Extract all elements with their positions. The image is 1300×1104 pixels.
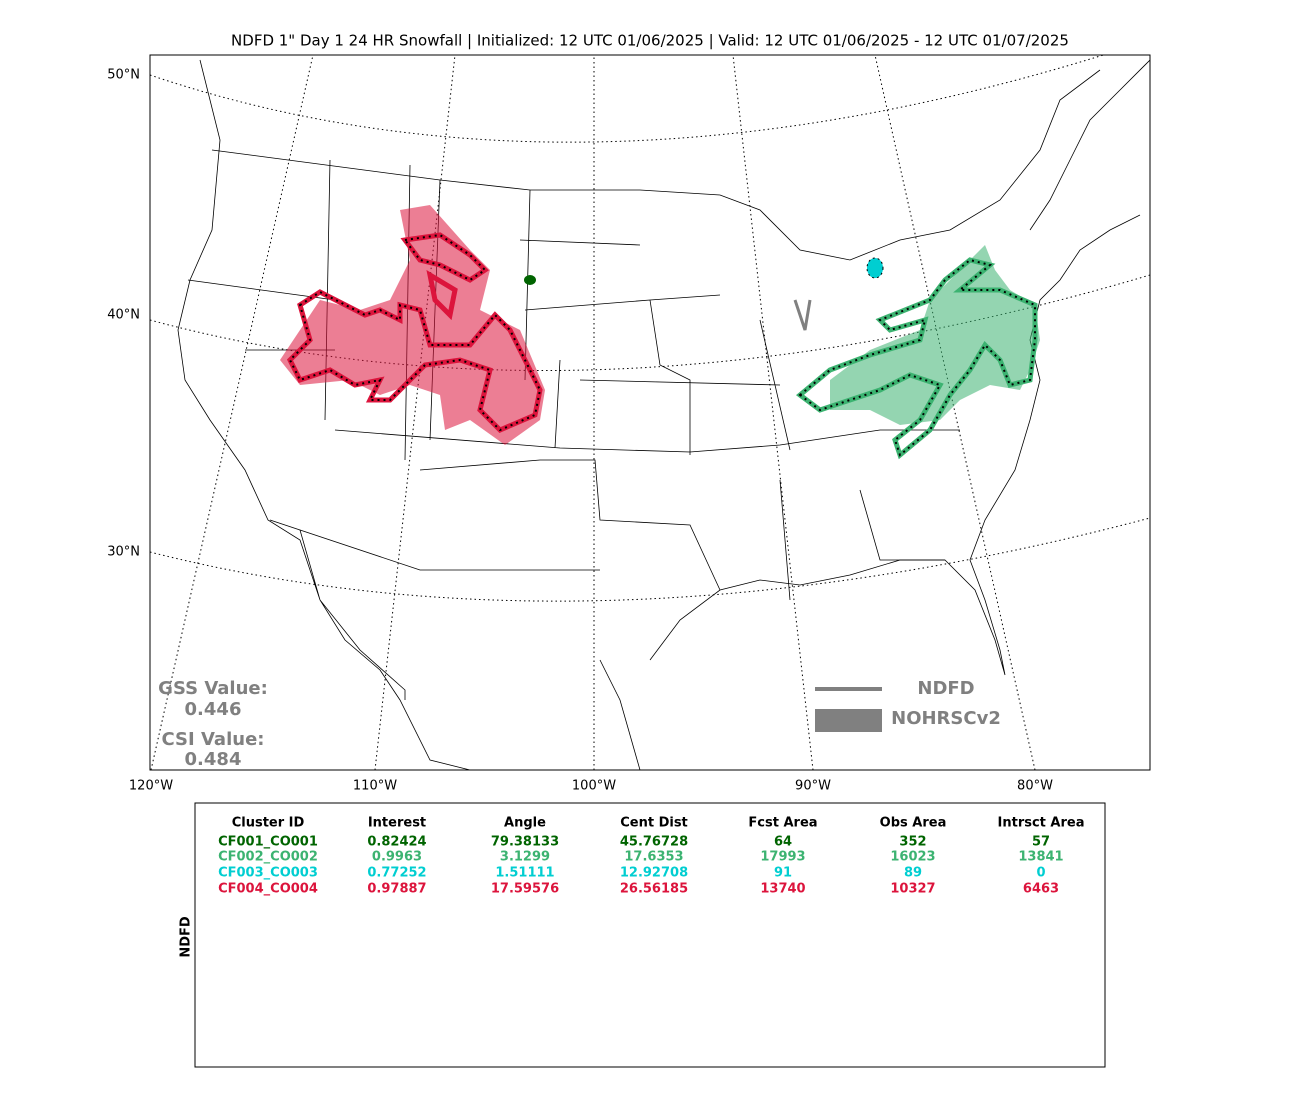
meridian bbox=[374, 55, 456, 770]
table-header: Cent Dist bbox=[620, 816, 688, 831]
meridian bbox=[150, 55, 314, 770]
table-cell: 45.76728 bbox=[620, 835, 688, 850]
gss-value: 0.446 bbox=[185, 699, 242, 720]
meridian bbox=[874, 55, 1036, 770]
table-cell: 64 bbox=[774, 835, 792, 850]
table-cell: 13841 bbox=[1018, 850, 1063, 865]
forecast-contour bbox=[798, 258, 1036, 457]
cluster-cyan bbox=[866, 257, 884, 279]
table-cell: CF004_CO004 bbox=[218, 882, 318, 897]
table-cell: 91 bbox=[774, 866, 792, 881]
table-cell: 352 bbox=[899, 835, 926, 850]
legend-label: NDFD bbox=[917, 678, 974, 699]
lat-label: 40°N bbox=[107, 308, 140, 323]
table-cell: CF001_CO001 bbox=[218, 835, 318, 850]
lat-labels: 50°N 40°N 30°N bbox=[107, 68, 140, 560]
table-cell: 79.38133 bbox=[491, 835, 559, 850]
table-cell: 1.51111 bbox=[495, 866, 554, 881]
map-frame bbox=[149, 54, 1151, 771]
legend-swatch bbox=[815, 709, 882, 732]
table-box bbox=[194, 802, 1106, 1068]
table-header: Angle bbox=[504, 816, 546, 831]
title: NDFD 1" Day 1 24 HR Snowfall | Initializ… bbox=[231, 32, 1069, 50]
lon-label: 100°W bbox=[572, 779, 616, 794]
table-cell: 17993 bbox=[760, 850, 805, 865]
table-cell: 3.1299 bbox=[500, 850, 550, 865]
table-cell: 0.97887 bbox=[367, 882, 426, 897]
forecast-contour bbox=[288, 233, 542, 432]
lon-label: 120°W bbox=[129, 779, 173, 794]
table-cell: 6463 bbox=[1023, 882, 1059, 897]
table-cell: 89 bbox=[904, 866, 922, 881]
table-cell: 13740 bbox=[760, 882, 805, 897]
table-header: Intrsct Area bbox=[998, 816, 1085, 831]
coastline bbox=[177, 59, 1150, 770]
table-header: Fcst Area bbox=[748, 816, 817, 831]
table-cell: CF002_CO002 bbox=[218, 850, 318, 865]
table-cell: 17.6353 bbox=[624, 850, 683, 865]
table-header: Cluster ID bbox=[232, 816, 305, 831]
legend-label: NOHRSCv2 bbox=[891, 708, 1001, 729]
table-cell: 17.59576 bbox=[491, 882, 559, 897]
csi-label: CSI Value: bbox=[162, 729, 265, 750]
table-cell: 10327 bbox=[890, 882, 935, 897]
ndfd-contour bbox=[793, 299, 812, 331]
lat-label: 30°N bbox=[107, 545, 140, 560]
table: Cluster ID Interest Angle Cent Dist Fcst Are… bbox=[218, 816, 1084, 897]
table-header: Obs Area bbox=[880, 816, 947, 831]
table-cell: 0.9963 bbox=[372, 850, 422, 865]
map bbox=[149, 54, 1151, 771]
gss-label: GSS Value: bbox=[158, 678, 268, 699]
cluster-darkgreen bbox=[524, 275, 536, 285]
table-cell: 26.56185 bbox=[620, 882, 688, 897]
parallel bbox=[150, 55, 1105, 143]
csi-value: 0.484 bbox=[185, 749, 242, 770]
table-cell: 0.82424 bbox=[367, 835, 426, 850]
table-cell: 0.77252 bbox=[367, 866, 426, 881]
table-cell: 16023 bbox=[890, 850, 935, 865]
lon-label: 110°W bbox=[353, 779, 397, 794]
lon-label: 80°W bbox=[1017, 779, 1053, 794]
lon-labels: 120°W 110°W 100°W 90°W 80°W bbox=[129, 779, 1053, 794]
table-side-label: NDFD bbox=[179, 916, 194, 958]
table-cell: 0 bbox=[1036, 866, 1045, 881]
lat-label: 50°N bbox=[107, 68, 140, 83]
table-cell: 12.92708 bbox=[620, 866, 688, 881]
lon-label: 90°W bbox=[795, 779, 831, 794]
table-header: Interest bbox=[368, 816, 426, 831]
table-cell: CF003_CO003 bbox=[218, 866, 318, 881]
table-cell: 57 bbox=[1032, 835, 1050, 850]
meridian bbox=[732, 55, 814, 770]
parallel bbox=[150, 274, 1150, 372]
